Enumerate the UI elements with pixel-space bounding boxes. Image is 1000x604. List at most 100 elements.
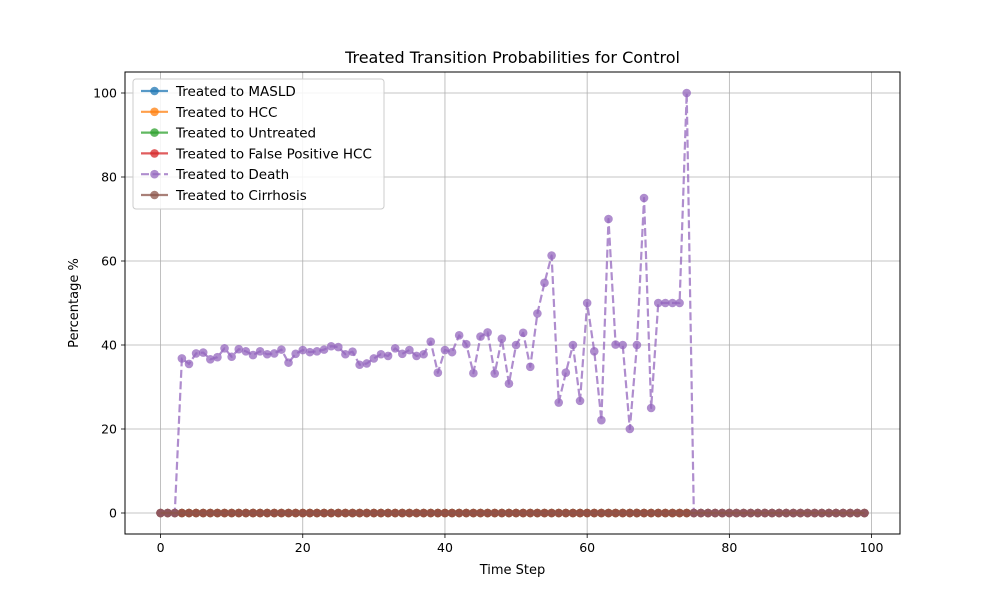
data-point	[461, 508, 471, 518]
data-point	[525, 362, 535, 372]
data-point	[341, 508, 350, 518]
data-point	[234, 344, 244, 354]
data-point	[803, 508, 812, 518]
data-point	[305, 508, 315, 518]
data-point	[248, 508, 258, 518]
data-point	[270, 508, 279, 518]
data-point	[789, 508, 798, 518]
data-point	[369, 508, 379, 518]
data-point	[312, 347, 322, 356]
x-axis-label: Time Step	[479, 563, 546, 578]
legend-label: Treated to HCC	[175, 105, 277, 121]
data-point	[831, 508, 841, 518]
data-point	[376, 349, 386, 359]
data-point	[191, 508, 201, 518]
y-tick-label: 80	[101, 170, 117, 185]
data-point	[682, 508, 691, 518]
legend-marker	[150, 107, 159, 117]
data-point	[198, 508, 208, 518]
data-point	[511, 340, 521, 350]
data-point	[213, 352, 222, 362]
data-point	[433, 508, 443, 518]
data-point	[405, 345, 414, 355]
data-point	[248, 350, 258, 360]
data-point	[497, 334, 507, 344]
data-point	[284, 358, 293, 367]
data-point	[696, 508, 706, 518]
data-point	[334, 508, 343, 518]
data-point	[611, 340, 620, 349]
data-point	[561, 508, 571, 518]
legend-item: Treated to Untreated	[141, 126, 316, 142]
data-point	[390, 508, 400, 518]
legend-label: Treated to Death	[175, 167, 289, 183]
data-point	[582, 298, 592, 308]
data-point	[845, 508, 855, 518]
data-point	[653, 298, 663, 308]
data-point	[518, 328, 528, 338]
data-point	[220, 344, 229, 353]
legend-item: Treated to HCC	[141, 105, 277, 121]
data-point	[618, 340, 628, 350]
data-point	[589, 508, 599, 518]
data-point	[604, 214, 613, 224]
legend-item: Treated to False Positive HCC	[141, 146, 372, 162]
data-point	[646, 403, 656, 413]
legend-label: Treated to Cirrhosis	[175, 188, 307, 204]
data-point	[234, 508, 244, 518]
data-point	[554, 398, 564, 407]
data-point	[589, 347, 599, 356]
x-tick-label: 0	[157, 540, 165, 555]
x-tick-label: 80	[721, 540, 737, 555]
data-point	[227, 352, 236, 362]
legend-label: Treated to MASLD	[175, 84, 296, 100]
legend-marker	[150, 86, 159, 96]
data-point	[575, 508, 585, 518]
data-point	[675, 298, 684, 308]
legend-marker	[150, 128, 159, 137]
data-point	[810, 508, 819, 518]
data-point	[661, 298, 670, 308]
data-point	[717, 508, 727, 518]
x-tick-label: 60	[579, 540, 595, 555]
y-tick-label: 20	[101, 422, 117, 437]
data-point	[710, 508, 720, 518]
data-point	[817, 508, 827, 518]
data-point	[163, 508, 172, 518]
data-point	[319, 345, 329, 354]
data-point	[490, 508, 500, 518]
data-point	[447, 347, 457, 357]
ticks: 0 20 40 60 80 100 0 20 40 60 80 100	[93, 86, 883, 556]
data-point	[824, 508, 834, 518]
data-point	[739, 508, 748, 518]
data-point	[362, 359, 372, 368]
data-point	[277, 508, 286, 518]
data-point	[632, 508, 642, 518]
data-point	[547, 508, 556, 518]
data-point	[760, 508, 770, 518]
data-point	[177, 508, 187, 518]
data-point	[540, 508, 549, 518]
data-point	[604, 508, 613, 518]
data-point	[582, 508, 592, 518]
data-point	[227, 508, 236, 518]
legend-marker	[150, 149, 159, 158]
data-point	[568, 340, 578, 350]
data-point	[632, 340, 642, 350]
data-point	[533, 508, 542, 518]
data-point	[668, 508, 677, 518]
data-point	[653, 508, 663, 518]
x-tick-label: 20	[295, 540, 311, 555]
data-point	[774, 508, 784, 518]
data-point	[277, 345, 286, 354]
data-point	[426, 508, 436, 518]
data-point	[184, 508, 194, 518]
data-point	[682, 88, 691, 98]
data-point	[326, 508, 336, 518]
data-point	[220, 508, 229, 518]
data-point	[298, 508, 308, 518]
data-point	[390, 344, 400, 353]
data-point	[326, 341, 336, 351]
legend-item: Treated to MASLD	[141, 84, 296, 100]
data-point	[675, 508, 684, 518]
